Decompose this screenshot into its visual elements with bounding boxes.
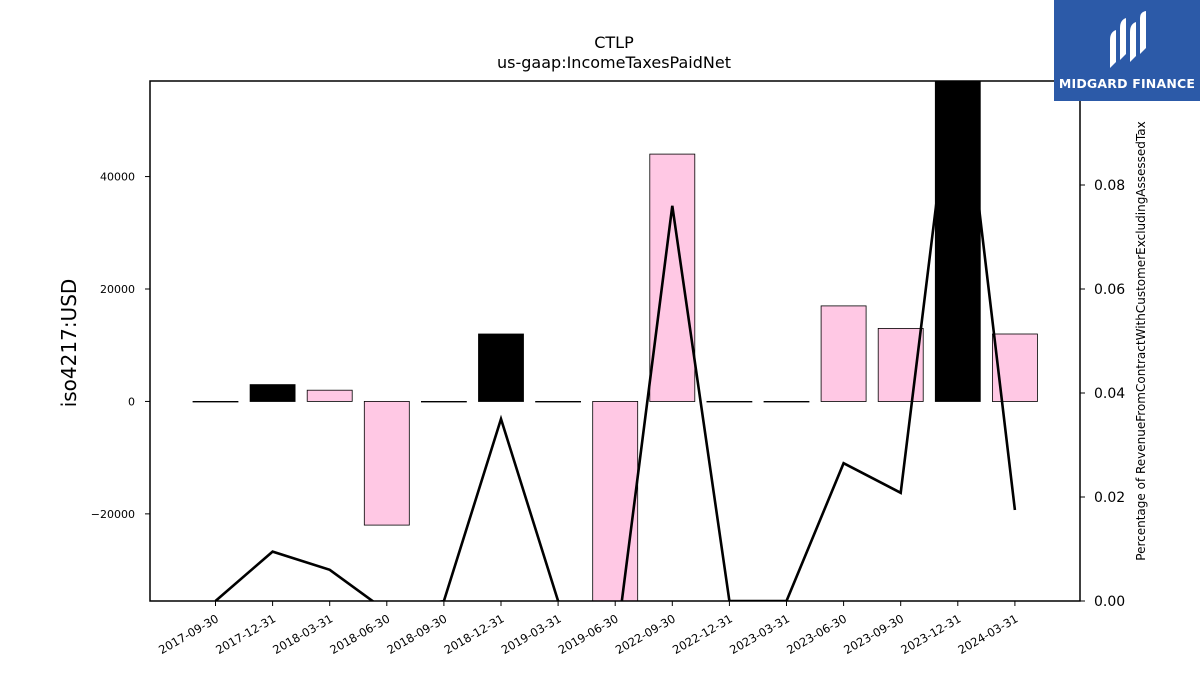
brand-name: MIDGARD FINANCE — [1058, 76, 1196, 91]
y2-tick-label: 0.04 — [1094, 386, 1125, 402]
bar-2023-06-30 — [820, 305, 867, 402]
y-tick-label: 20000 — [100, 283, 135, 296]
bar-2019-06-30 — [592, 400, 639, 601]
y2-tick-label: 0.08 — [1094, 178, 1125, 194]
bar-2018-06-30 — [363, 400, 410, 526]
bar-2018-03-31 — [306, 389, 353, 402]
brand-logo: MIDGARD FINANCE — [1054, 0, 1200, 101]
bar-2022-12-31 — [706, 400, 753, 403]
bar-2022-09-30 — [649, 153, 696, 402]
bar-2018-09-30 — [420, 400, 467, 403]
chart-title: CTLP — [594, 33, 634, 52]
x-tick-label: 2018-06-30 — [327, 611, 392, 657]
x-tick-label: 2018-03-31 — [270, 611, 335, 657]
y-tick-label: 40000 — [100, 171, 135, 184]
x-tick-label: 2017-09-30 — [156, 611, 221, 657]
plot-area — [192, 81, 1038, 601]
x-tick-label: 2023-12-31 — [898, 611, 963, 657]
logo-mark-icon — [1110, 11, 1146, 68]
chart-subtitle: us-gaap:IncomeTaxesPaidNet — [497, 53, 731, 72]
x-tick-label: 2022-09-30 — [613, 611, 678, 657]
y-tick-label: 0 — [128, 395, 135, 408]
y-axis-label: iso4217:USD — [57, 279, 81, 408]
x-tick-label: 2019-03-31 — [499, 611, 564, 657]
y2-tick-label: 0.02 — [1094, 490, 1125, 506]
x-tick-label: 2017-12-31 — [213, 611, 278, 657]
x-tick-label: 2023-09-30 — [841, 611, 906, 657]
x-tick-label: 2023-06-30 — [784, 611, 849, 657]
y2-tick-label: 0.06 — [1094, 282, 1125, 298]
bar-2019-03-31 — [535, 400, 581, 403]
y2-tick-label: 0.00 — [1094, 594, 1125, 610]
x-tick-label: 2023-03-31 — [727, 611, 792, 657]
bar-2023-12-31 — [934, 81, 981, 402]
y2-axis-label: Percentage of RevenueFromContractWithCus… — [1134, 121, 1148, 560]
x-tick-label: 2018-12-31 — [442, 611, 507, 657]
bar-2023-03-31 — [763, 400, 810, 403]
x-tick-label: 2018-09-30 — [385, 611, 450, 657]
y-tick-label: −20000 — [91, 508, 135, 521]
bar-2017-09-30 — [192, 400, 239, 403]
bar-2018-12-31 — [478, 333, 524, 402]
x-tick-label: 2022-12-31 — [670, 611, 735, 657]
x-tick-label: 2024-03-31 — [956, 611, 1021, 657]
percentage-line — [214, 81, 1017, 601]
bar-2017-12-31 — [249, 384, 296, 402]
x-tick-label: 2019-06-30 — [556, 611, 621, 657]
